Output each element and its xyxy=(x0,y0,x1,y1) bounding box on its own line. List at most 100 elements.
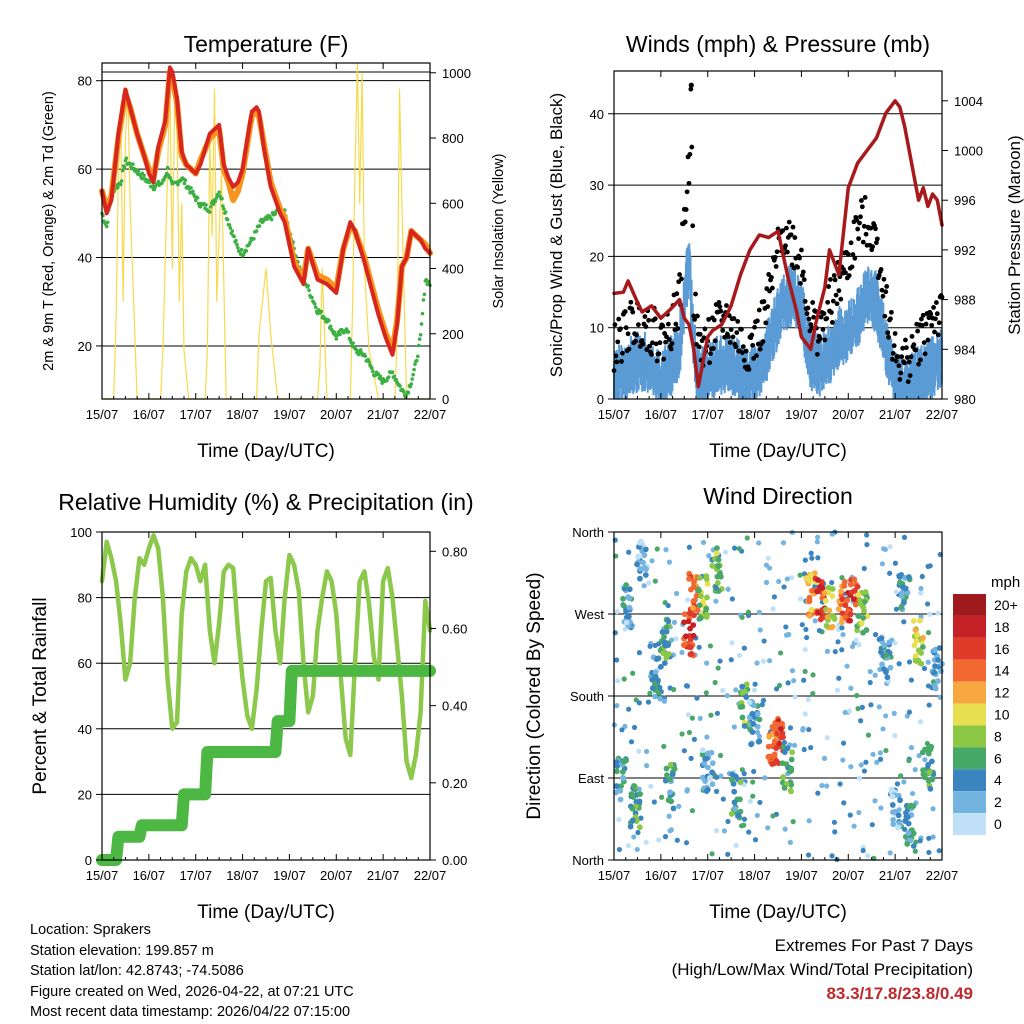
direction-dot xyxy=(663,628,670,635)
direction-dot xyxy=(847,581,854,588)
direction-dot xyxy=(771,760,777,767)
extremes-values: 83.3/17.8/23.8/0.49 xyxy=(826,984,973,1003)
gust-dot xyxy=(829,310,834,315)
direction-ylabel: Direction (Colored By Speed) xyxy=(524,572,545,819)
direction-dot xyxy=(808,745,814,751)
colorbar-label: 10 xyxy=(994,707,1010,723)
direction-dot xyxy=(927,785,934,792)
dewpoint-dot xyxy=(193,198,198,203)
direction-dot xyxy=(893,589,899,595)
direction-dot xyxy=(878,635,885,642)
direction-dot xyxy=(709,769,716,776)
direction-title: Wind Direction xyxy=(703,483,853,509)
gust-dot xyxy=(784,225,789,231)
direction-dot xyxy=(901,534,908,540)
gust-dot xyxy=(618,326,623,332)
y-tick-label: North xyxy=(572,853,604,868)
gust-dot xyxy=(741,357,747,363)
gust-dot xyxy=(666,337,672,342)
dewpoint-dot xyxy=(422,292,427,297)
gust-dot xyxy=(716,300,722,305)
x-tick-label: 20/07 xyxy=(320,868,353,883)
gust-dot xyxy=(818,314,824,320)
gust-dot xyxy=(814,351,820,357)
direction-dot xyxy=(674,837,680,843)
dewpoint-dot xyxy=(136,169,141,173)
direction-dot xyxy=(640,559,647,566)
gust-dot xyxy=(798,280,803,286)
direction-dot xyxy=(916,753,922,759)
winds-ylabel: Sonic/Prop Wind & Gust (Blue, Black) xyxy=(547,93,566,377)
y-tick-label: 60 xyxy=(78,656,92,671)
dewpoint-dot xyxy=(307,288,311,293)
direction-dot xyxy=(641,552,648,559)
direction-dot xyxy=(637,791,644,797)
direction-dot xyxy=(752,837,759,843)
direction-dot xyxy=(908,677,915,683)
direction-dot xyxy=(912,657,919,664)
direction-dot xyxy=(686,544,692,550)
direction-dot xyxy=(642,546,649,553)
gust-dot xyxy=(832,277,838,283)
direction-dot xyxy=(876,704,882,710)
direction-dot xyxy=(859,704,865,710)
direction-dot xyxy=(925,563,931,570)
gust-dot xyxy=(644,347,650,352)
dewpoint-dot xyxy=(152,187,157,192)
gust-dot xyxy=(687,151,693,157)
direction-dot xyxy=(626,595,633,602)
direction-dot xyxy=(725,818,731,825)
direction-dot xyxy=(780,540,787,546)
dewpoint-dot xyxy=(367,360,371,364)
direction-dot xyxy=(931,669,938,676)
gust-dot xyxy=(932,329,937,335)
pressure-line xyxy=(612,99,944,389)
direction-dot xyxy=(862,589,869,595)
direction-dot xyxy=(856,809,862,816)
direction-dot xyxy=(822,597,829,604)
direction-dot xyxy=(725,586,731,592)
direction-dot xyxy=(781,784,788,791)
gust-dot xyxy=(845,251,851,257)
direction-dot xyxy=(754,723,761,730)
direction-dot xyxy=(741,723,748,729)
direction-dot xyxy=(704,750,711,757)
direction-dot xyxy=(787,787,794,794)
direction-dot xyxy=(832,649,838,655)
dewpoint-dot xyxy=(160,181,164,186)
direction-dot xyxy=(890,816,897,823)
direction-dot xyxy=(731,545,738,551)
dewpoint-dot xyxy=(410,377,414,381)
y2-tick-label: 0.00 xyxy=(442,853,467,868)
colorbar-label: 0 xyxy=(994,816,1002,832)
gust-dot xyxy=(647,343,653,349)
gust-dot xyxy=(874,240,879,246)
direction-dot xyxy=(718,773,724,779)
direction-dot xyxy=(799,622,805,628)
direction-dot xyxy=(776,682,783,689)
x-tick-label: 16/07 xyxy=(645,407,678,422)
direction-dot xyxy=(932,682,938,689)
direction-dot xyxy=(670,805,677,812)
dewpoint-dot xyxy=(235,242,239,247)
colorbar-swatch xyxy=(953,791,986,814)
dewpoint-dot xyxy=(390,370,395,375)
x-tick-label: 15/07 xyxy=(86,407,119,422)
direction-dot xyxy=(697,574,703,581)
gust-dot xyxy=(882,313,888,319)
direction-dot xyxy=(643,839,649,845)
direction-dot xyxy=(696,602,703,609)
gust-dot xyxy=(663,339,668,345)
direction-dot xyxy=(911,642,918,649)
direction-dot xyxy=(824,648,831,654)
dewpoint-dot xyxy=(381,376,385,381)
direction-dot xyxy=(906,709,913,715)
gust-dot xyxy=(620,350,625,356)
gust-dot xyxy=(804,311,810,316)
gust-dot xyxy=(693,291,698,297)
gust-dot xyxy=(673,321,679,327)
direction-dot xyxy=(685,597,691,603)
direction-dot xyxy=(736,546,742,552)
gust-dot xyxy=(802,298,808,304)
direction-dot xyxy=(694,695,700,701)
